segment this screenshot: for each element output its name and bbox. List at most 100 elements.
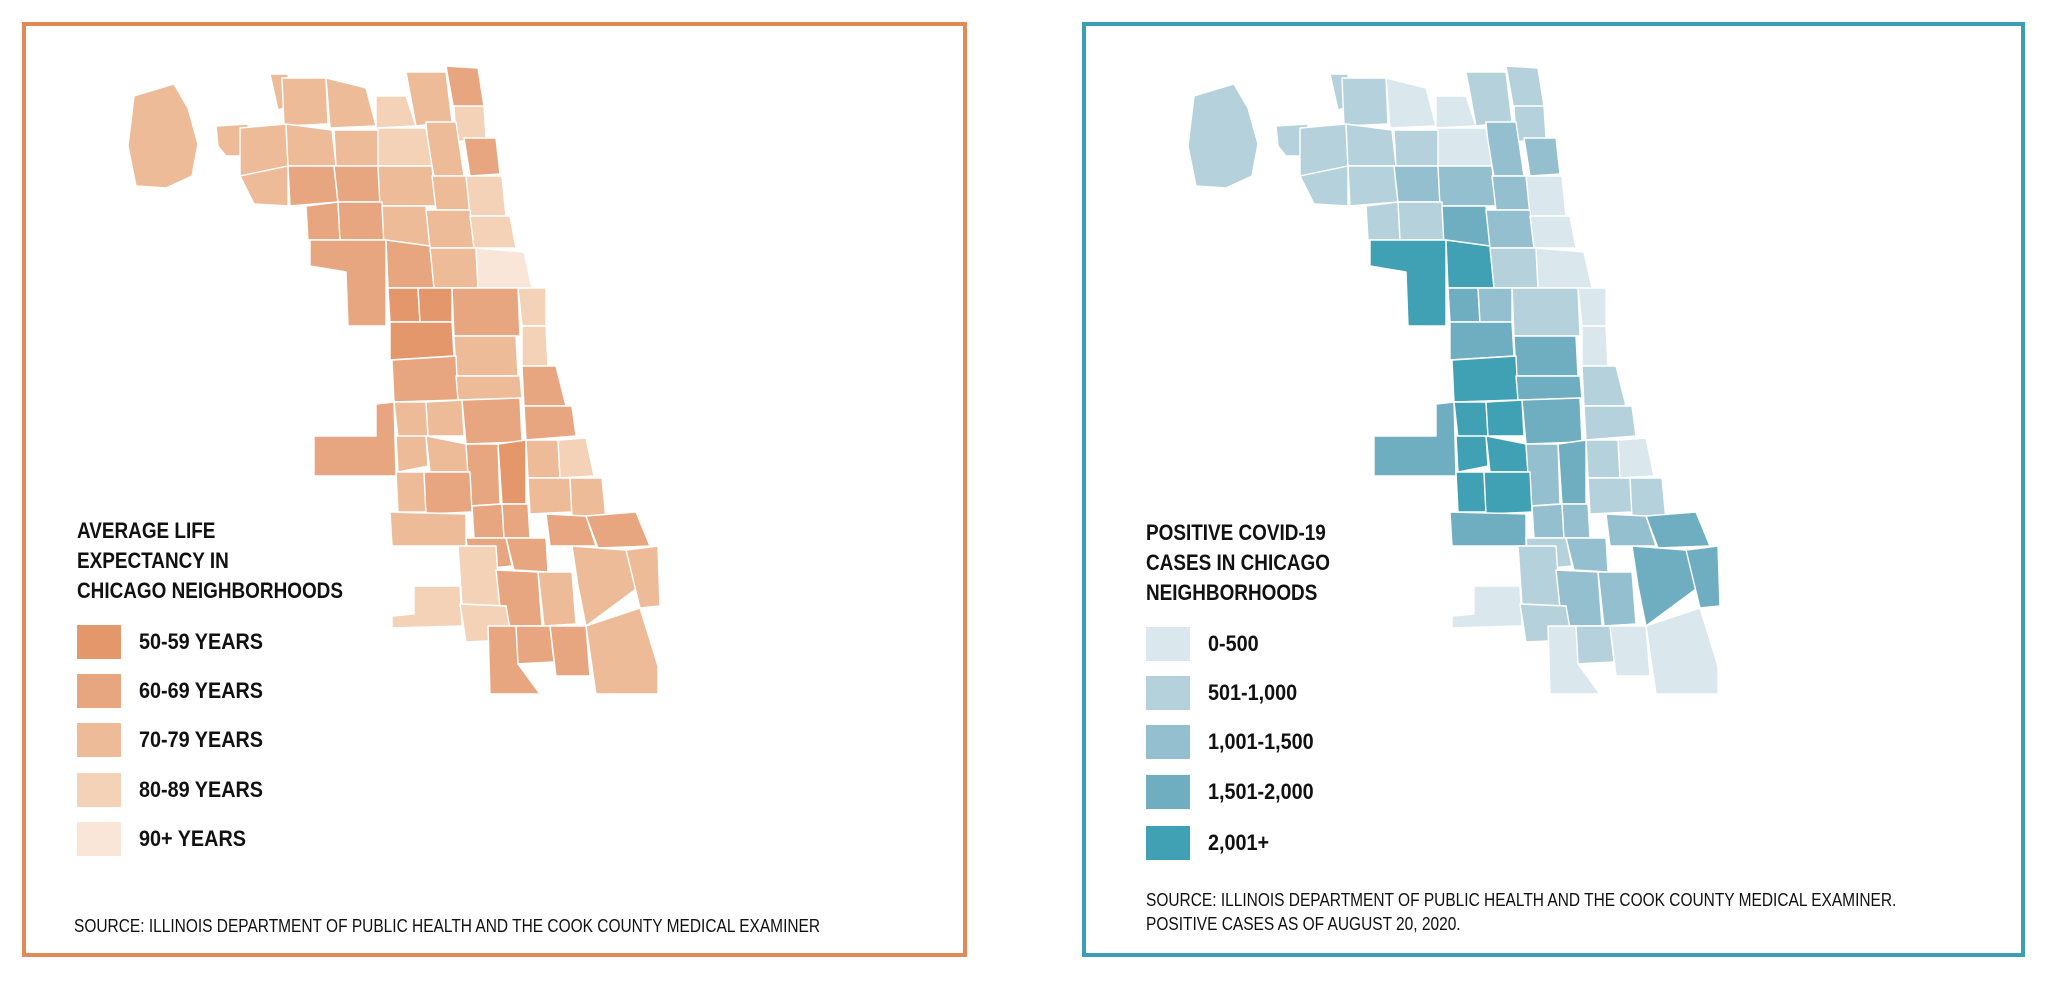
legend-title-line: EXPECTANCY IN [77,548,229,573]
neighborhood-avalon-park [505,537,549,573]
legend-label: 501-1,000 [1208,680,1298,705]
legend-item-50-59: 50-59 YEARS [77,625,377,659]
neighborhood-south-deering [1631,545,1701,627]
neighborhood-douglas [521,325,549,367]
neighborhood-south-chicago-west [1605,513,1657,547]
neighborhood-montclare [239,165,289,207]
neighborhood-south-shore [569,477,607,521]
neighborhood-oakland-bronzeville [521,365,567,407]
neighborhood-hyde-park [1617,437,1655,479]
legend-item-90-plus: 90+ YEARS [77,822,377,856]
legend-swatch [1146,775,1190,809]
neighborhood-far-south [1547,625,1601,695]
legend-swatch [1146,627,1190,661]
legend-swatch [1146,725,1190,759]
neighborhood-garfield-ridge-north [391,355,459,403]
neighborhood-douglas [1581,325,1609,367]
source-note: SOURCE: ILLINOIS DEPARTMENT OF PUBLIC HE… [1146,888,1896,936]
neighborhood-riverdale [1609,625,1651,677]
neighborhood-south-shore [1629,477,1667,521]
neighborhood-edison-park [281,77,329,127]
neighborhood-uptown [463,137,501,177]
neighborhood-loop [475,247,533,289]
legend-swatch [77,674,121,708]
source-line: POSITIVE CASES AS OF AUGUST 20, 2020. [1146,914,1461,934]
neighborhood-lincoln-park [469,215,517,249]
legend-title-line: POSITIVE COVID-19 [1146,520,1326,545]
neighborhood-north-lawndale-east [1477,287,1513,323]
covid-cases-map [1187,65,1721,695]
neighborhood-portage-park [1345,123,1397,167]
legend-title-line: NEIGHBORHOODS [1146,580,1318,605]
neighborhood-lincoln-park [1529,215,1577,249]
neighborhood-lower-west-side [451,287,521,337]
neighborhood-galewood [1365,201,1401,241]
legend-swatch [1146,676,1190,710]
neighborhood-south-chicago-west [545,513,597,547]
neighborhood-pullman [1597,571,1637,627]
legend-title-line: CHICAGO NEIGHBORHOODS [77,578,343,603]
neighborhood-norwood-park [325,77,377,129]
legend-item-501-1000: 501-1,000 [1146,676,1446,710]
legend-swatch [77,625,121,659]
neighborhood-west-garfield-park [385,239,435,289]
neighborhood-hegewisch [585,607,659,695]
legend-label: 90+ YEARS [139,826,246,851]
neighborhood-south-chicago [585,511,651,549]
neighborhood-brighton-park [455,375,523,401]
neighborhood-archer-heights [1453,401,1489,439]
neighborhood-uptown [1523,137,1561,177]
neighborhood-irving-park [333,129,379,167]
neighborhood-west-town [1485,209,1535,249]
neighborhood-west-elsdon [425,399,465,437]
neighborhood-portage-park [285,123,337,167]
neighborhood-hermosa [1397,201,1445,241]
neighborhood-albany-park [375,127,433,167]
neighborhood-belmont-cragin [1347,165,1399,207]
legend-title-line: CASES IN CHICAGO [1146,550,1330,575]
life-expectancy-legend: AVERAGE LIFE EXPECTANCY IN CHICAGO NEIGH… [77,516,407,876]
life-expectancy-map [127,65,661,695]
neighborhood-south-lawndale [389,321,455,361]
legend-swatch [77,822,121,856]
neighborhood-avondale [333,165,381,203]
covid-cases-legend: POSITIVE COVID-19 CASES IN CHICAGO NEIGH… [1146,518,1476,878]
neighborhood-woodlawn [525,439,561,479]
neighborhood-south-lawndale [1449,321,1515,361]
neighborhood-brighton-park [1515,375,1583,401]
neighborhood-hermosa [337,201,385,241]
neighborhood-clearing [1455,435,1489,473]
neighborhood-near-south-side [1577,287,1607,327]
neighborhood-west-lawn [425,435,469,473]
neighborhood-loop [1535,247,1593,289]
neighborhood-woodlawn [1585,439,1621,479]
neighborhood-forest-glen [375,95,417,129]
neighborhood-near-south-side [517,287,547,327]
neighborhood-pullman [537,571,577,627]
legend-item-60-69: 60-69 YEARS [77,674,377,708]
neighborhood-south-chicago [1645,511,1711,549]
legend-label: 0-500 [1208,631,1259,656]
covid-cases-map-panel: POSITIVE COVID-19 CASES IN CHICAGO NEIGH… [1082,22,2025,957]
legend-swatch [77,773,121,807]
neighborhood-beverly [457,545,501,607]
neighborhood-mckinley-park [453,335,519,377]
neighborhood-chatham [1561,503,1591,539]
legend-label: 1,501-2,000 [1208,779,1314,804]
neighborhood-norwood-park [1385,77,1437,129]
neighborhood-east-side [625,545,661,609]
legend-item-1501-2000: 1,501-2,000 [1146,775,1446,809]
legend-label: 80-89 YEARS [139,777,264,802]
neighborhood-west-garfield-park [1445,239,1495,289]
legend-label: 50-59 YEARS [139,629,264,654]
neighborhood-edison-park [1341,77,1389,127]
legend-item-0-500: 0-500 [1146,627,1446,661]
source-line: SOURCE: ILLINOIS DEPARTMENT OF PUBLIC HE… [1146,890,1897,910]
neighborhood-east-side [1685,545,1721,609]
neighborhood-mount-greenwood [1451,585,1523,629]
legend-item-2001-plus: 2,001+ [1146,826,1446,860]
neighborhood-south-deering [571,545,641,627]
neighborhood-englewood [497,439,527,505]
neighborhood-beverly [1517,545,1561,607]
neighborhood-logan-square [1437,165,1497,207]
